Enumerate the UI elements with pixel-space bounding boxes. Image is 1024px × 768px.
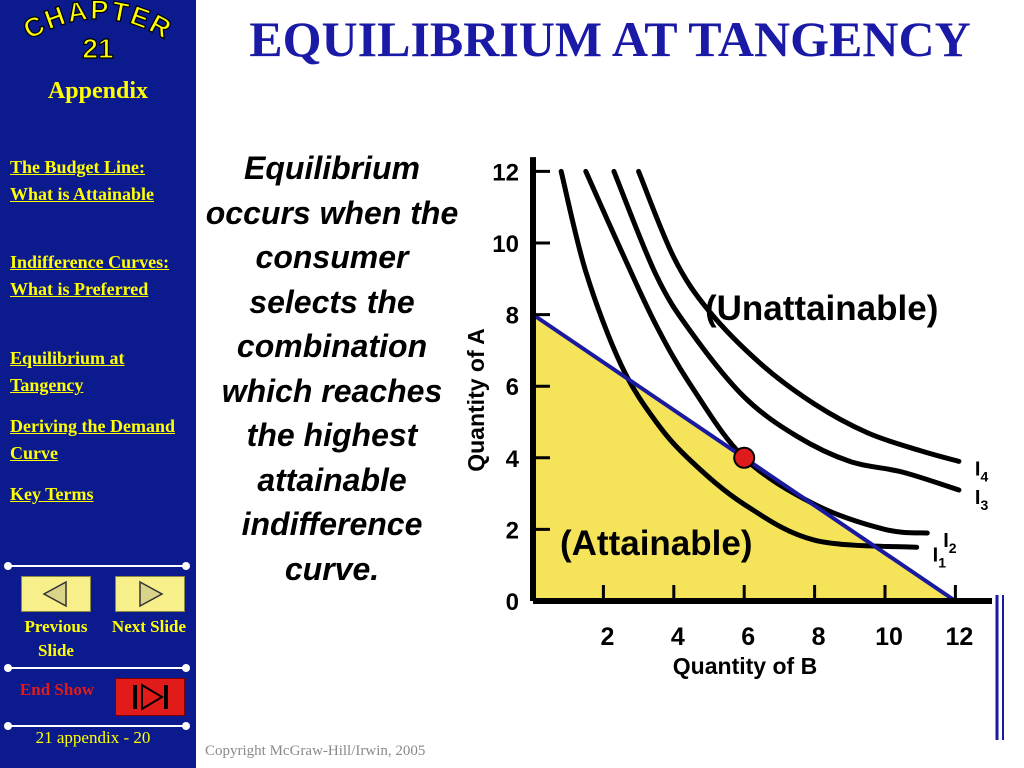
x-tick-label: 12 [945, 623, 973, 651]
x-tick-label: 10 [875, 623, 903, 651]
previous-slide-label[interactable]: Previous Slide [24, 617, 88, 660]
chapter-word: CHAPTER [18, 0, 177, 45]
next-slide-button[interactable] [115, 576, 185, 612]
y-tick-label: 2 [506, 517, 519, 544]
x-axis-label: Quantity of B [673, 653, 817, 679]
unattainable-label: (Unattainable) [705, 289, 938, 328]
equilibrium-point [733, 446, 756, 469]
nav-link-key-terms[interactable]: Key Terms [10, 484, 94, 504]
appendix-label: Appendix [47, 78, 149, 104]
divider [4, 562, 190, 570]
indifference-curve-i2 [583, 168, 930, 536]
axes-layer: 0 2 4 6 8 10 12 2 4 6 8 10 12 [492, 157, 1004, 740]
indifference-curve-i3 [611, 168, 962, 493]
y-tick-label: 8 [506, 303, 519, 330]
next-slide-label[interactable]: Next Slide [111, 617, 187, 636]
curve-label: I3 [975, 487, 989, 513]
end-icon [133, 683, 168, 711]
x-tick-label: 2 [600, 623, 614, 651]
chapter-badge: CHAPTER 21 [18, 0, 177, 65]
sidebar: CHAPTER 21 Appendix The Budget Line: Wha… [0, 0, 198, 768]
chapter-number: 21 [82, 33, 113, 64]
x-tick-label: 6 [741, 623, 755, 651]
x-tick-label: 8 [812, 623, 826, 651]
indifference-curves-layer [531, 168, 962, 603]
nav-link-budget-line[interactable]: The Budget Line: What is Attainable [10, 157, 155, 204]
previous-slide-button[interactable] [21, 576, 91, 612]
body-text: Equilibrium occurs when the consumer sel… [205, 150, 459, 587]
indifference-curve-i1 [558, 168, 920, 550]
y-tick-label: 6 [506, 374, 519, 401]
arrow-left-icon [42, 580, 67, 608]
page-title: EQUILIBRIUM AT TANGENCY [249, 11, 971, 67]
copyright: Copyright McGraw-Hill/Irwin, 2005 [205, 743, 426, 759]
y-tick-label: 12 [492, 159, 519, 186]
divider [4, 664, 190, 672]
x-tick-label: 4 [671, 623, 685, 651]
curve-label: I4 [975, 458, 989, 484]
divider [4, 722, 190, 730]
y-tick-label: 4 [506, 446, 520, 473]
y-axis-label: Quantity of A [463, 328, 489, 472]
curve-label: I2 [943, 530, 957, 556]
y-tick-label: 10 [492, 231, 519, 258]
nav-link-demand-curve[interactable]: Deriving the Demand Curve [10, 416, 175, 463]
indifference-curve-i4 [636, 168, 962, 464]
curve-label: I1 [933, 544, 947, 570]
y-tick-label: 0 [506, 589, 519, 616]
arrow-right-icon [139, 580, 164, 608]
nav-link-indifference-curves[interactable]: Indifference Curves: What is Preferred [10, 252, 170, 299]
attainable-label: (Attainable) [560, 524, 753, 563]
nav-link-equilibrium[interactable]: Equilibrium at Tangency [10, 348, 125, 395]
slide-number: 21 appendix - 20 [35, 728, 151, 747]
end-show-label[interactable]: End Show [19, 680, 95, 699]
end-show-button[interactable] [115, 678, 185, 716]
